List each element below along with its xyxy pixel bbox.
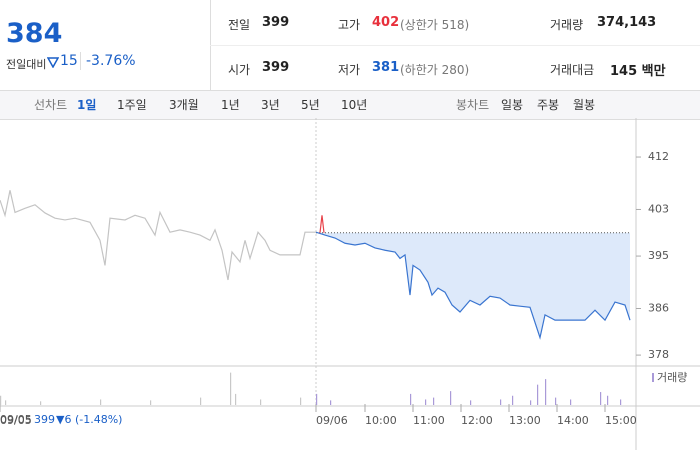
volume-bar <box>537 384 539 405</box>
volume-bar <box>450 391 452 405</box>
volume-bar <box>500 399 502 405</box>
current-price: 384 <box>6 18 63 49</box>
tab-bar <box>0 90 700 120</box>
volume-bar <box>300 397 302 405</box>
volume-bar <box>607 395 609 405</box>
change-label: 전일대비 <box>6 58 47 71</box>
volume-bar <box>570 399 572 405</box>
divider <box>210 45 700 46</box>
candle-tab[interactable]: 주봉 <box>537 98 560 112</box>
tab-label: 봉차트 <box>456 98 490 112</box>
y-tick-label: 403 <box>648 202 669 215</box>
y-tick-label: 386 <box>648 301 669 314</box>
stat-value: 402 <box>372 15 400 30</box>
volume-bar <box>150 400 152 405</box>
period-tab[interactable]: 3개월 <box>169 98 199 112</box>
volume-bar <box>512 395 514 405</box>
price-line <box>0 190 316 281</box>
footer-price: 399 <box>34 413 55 426</box>
stat-note: (하한가 280) <box>400 63 470 77</box>
price-line <box>319 215 325 233</box>
volume-bar <box>470 400 472 405</box>
period-tab[interactable]: 1년 <box>221 98 240 112</box>
volume-bar <box>0 395 2 405</box>
volume-bar <box>410 393 412 405</box>
volume-bar <box>555 397 557 405</box>
volume-bar <box>545 379 547 405</box>
volume-bar <box>316 393 318 405</box>
x-tick-label: 13:00 <box>509 414 541 427</box>
change: 15 <box>60 53 78 69</box>
volume-bar <box>100 399 102 405</box>
x-tick-label: 10:00 <box>365 414 397 427</box>
period-tab[interactable]: 10년 <box>341 98 368 112</box>
footer-change: ▼6 (-1.48%) <box>56 413 123 426</box>
volume-bar <box>425 399 427 405</box>
period-tab[interactable]: 5년 <box>301 98 320 112</box>
volume-bar <box>40 401 42 405</box>
candle-tab[interactable]: 일봉 <box>501 98 524 112</box>
divider <box>80 52 81 70</box>
stat-value: 399 <box>262 15 290 30</box>
y-tick-label: 378 <box>648 348 669 361</box>
y-tick-label: 412 <box>648 150 669 163</box>
volume-bar <box>620 399 622 405</box>
stat-note: (상한가 518) <box>400 18 470 32</box>
legend-label: 거래량 <box>657 371 687 384</box>
stat-value: 381 <box>372 60 400 75</box>
legend-swatch <box>652 373 654 382</box>
volume-bar <box>330 400 332 405</box>
price-line <box>315 231 631 340</box>
stat-label: 거래량 <box>550 18 584 32</box>
period-tab[interactable]: 1주일 <box>117 98 147 112</box>
stat-label: 고가 <box>338 18 361 32</box>
stat-label: 전일 <box>228 18 251 32</box>
volume-bar <box>530 400 532 405</box>
tab-label: 선차트 <box>34 98 68 112</box>
y-tick-label: 395 <box>648 249 669 262</box>
x-tick-label: 14:00 <box>557 414 589 427</box>
x-tick-label: 15:00 <box>605 414 637 427</box>
x-tick-label: 09/05 <box>0 414 32 427</box>
candle-tab[interactable]: 월봉 <box>573 98 596 112</box>
stat-label: 거래대금 <box>550 63 595 77</box>
volume-bar <box>230 372 232 405</box>
x-tick-label: 12:00 <box>461 414 493 427</box>
area-fill <box>316 232 630 338</box>
stat-label: 저가 <box>338 63 361 77</box>
stat-label: 시가 <box>228 63 251 77</box>
x-tick-label: 09/06 <box>316 414 348 427</box>
stat-value: 399 <box>262 60 290 75</box>
stat-value: 374,143 <box>597 15 657 30</box>
change-pct: -3.76% <box>86 53 136 69</box>
volume-bar <box>600 392 602 405</box>
x-tick-label: 11:00 <box>413 414 445 427</box>
period-tab[interactable]: 1일 <box>77 98 97 112</box>
period-tab[interactable]: 3년 <box>261 98 280 112</box>
stat-value: 145 백만 <box>610 64 666 79</box>
down-arrow <box>47 57 59 68</box>
volume-bar <box>235 393 237 405</box>
volume-bar <box>200 397 202 405</box>
volume-bar <box>5 400 7 405</box>
footer-date: 09/05 <box>0 413 32 426</box>
volume-bar <box>433 397 435 405</box>
volume-bar <box>260 399 262 405</box>
